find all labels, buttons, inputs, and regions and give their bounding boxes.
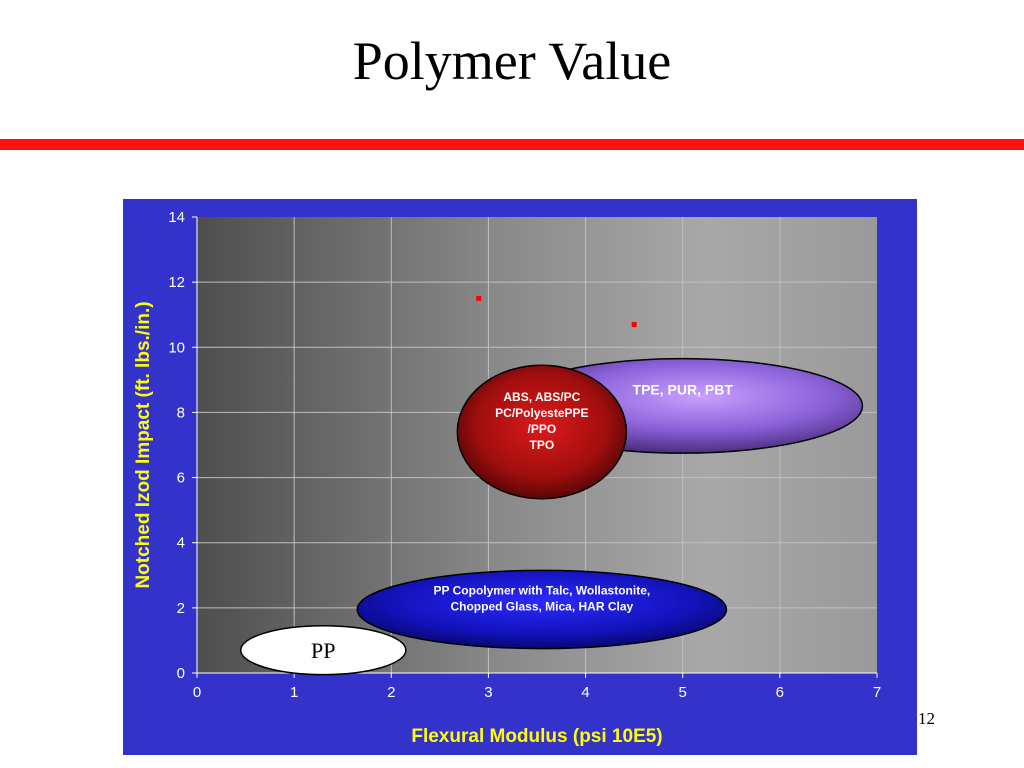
region-abs-abs — [456, 364, 628, 500]
region-label-line: TPO — [530, 438, 555, 452]
x-tick-label: 6 — [776, 684, 784, 701]
y-tick-label: 10 — [168, 339, 185, 356]
y-tick-label: 4 — [177, 535, 185, 552]
region-label-line: /PPO — [528, 422, 557, 436]
page-number: 12 — [918, 709, 935, 728]
data-point — [631, 321, 637, 327]
region-pp-copolymer — [356, 569, 728, 650]
y-axis-title: Notched Izod Impact (ft. lbs./in.) — [133, 301, 154, 588]
region-label-line: TPE, PUR, PBT — [633, 382, 734, 398]
region-label: TPE, PUR, PBT — [633, 382, 734, 398]
x-tick-label: 2 — [387, 684, 395, 701]
region-label-line: PP Copolymer with Talc, Wollastonite, — [434, 583, 651, 597]
y-tick-label: 6 — [177, 470, 185, 487]
region-label: PP — [311, 638, 335, 663]
material-regions: PP PP Copolymer with Talc, Wollastonite, C… — [239, 357, 864, 676]
y-tick-label: 14 — [168, 209, 185, 226]
title-divider — [0, 139, 1024, 150]
data-point — [476, 295, 482, 301]
x-tick-label: 0 — [193, 684, 201, 701]
x-tick-label: 1 — [290, 684, 298, 701]
region-label-line: Chopped Glass, Mica, HAR Clay — [450, 599, 633, 613]
region-label: PP Copolymer with Talc, Wollastonite, Cho… — [434, 583, 651, 613]
y-axis-ticks: 0 2 4 6 8 10 12 14 — [168, 209, 197, 682]
x-tick-label: 7 — [873, 684, 881, 701]
x-tick-label: 4 — [581, 684, 589, 701]
x-axis-title: Flexural Modulus (psi 10E5) — [411, 726, 662, 747]
y-tick-label: 8 — [177, 404, 185, 421]
x-tick-label: 5 — [679, 684, 687, 701]
y-tick-label: 12 — [168, 274, 185, 291]
region-label-line: PC/PolyestePPE — [495, 406, 588, 420]
y-tick-label: 0 — [177, 665, 185, 682]
region-label-line: ABS, ABS/PC — [503, 390, 580, 404]
slide-title: Polymer Value — [352, 31, 672, 91]
region-label: ABS, ABS/PC PC/PolyestePPE/PPO TPO — [495, 390, 588, 452]
x-axis-ticks: 0 1 2 3 4 5 6 7 — [193, 673, 881, 701]
y-tick-label: 2 — [177, 600, 185, 617]
x-tick-label: 3 — [484, 684, 492, 701]
region-pp — [239, 625, 407, 676]
data-points — [476, 295, 637, 327]
